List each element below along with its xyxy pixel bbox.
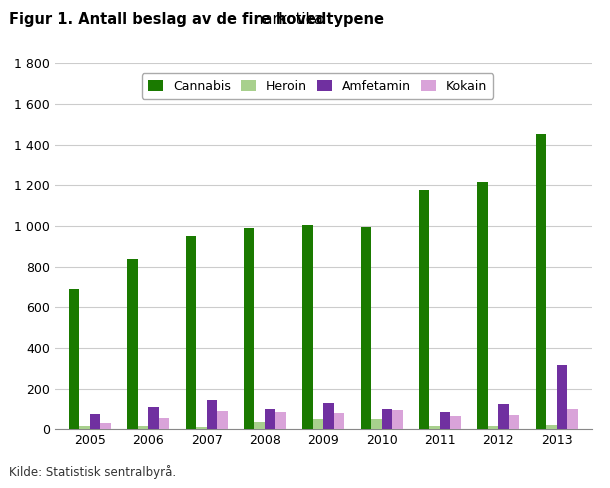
Bar [478,183,488,429]
Bar [334,413,344,429]
Bar [536,134,546,429]
Bar [276,411,286,429]
Bar [371,419,382,429]
Bar [546,425,557,429]
Bar [101,423,111,429]
Bar [265,409,276,429]
Bar [207,400,217,429]
Bar [488,427,498,429]
Bar [557,366,567,429]
Legend: Cannabis, Heroin, Amfetamin, Kokain: Cannabis, Heroin, Amfetamin, Kokain [142,73,493,99]
Bar [138,426,148,429]
Bar [440,412,451,429]
Bar [392,410,403,429]
Bar [69,289,79,429]
Bar [217,411,228,429]
Bar [127,259,138,429]
Text: narkotika: narkotika [9,12,323,27]
Bar [185,236,196,429]
Bar [509,415,519,429]
Bar [419,189,429,429]
Bar [498,404,509,429]
Text: Figur 1. Antall beslag av de fire hovedtypene: Figur 1. Antall beslag av de fire hovedt… [9,12,389,27]
Bar [313,419,323,429]
Bar [196,427,207,429]
Bar [148,407,159,429]
Bar [323,403,334,429]
Bar [567,409,578,429]
Text: Kilde: Statistisk sentralbyrå.: Kilde: Statistisk sentralbyrå. [9,465,176,479]
Bar [159,418,169,429]
Bar [244,228,254,429]
Bar [254,422,265,429]
Bar [382,409,392,429]
Bar [451,416,461,429]
Bar [303,225,313,429]
Bar [429,426,440,429]
Bar [79,427,90,429]
Bar [361,227,371,429]
Bar [90,414,101,429]
